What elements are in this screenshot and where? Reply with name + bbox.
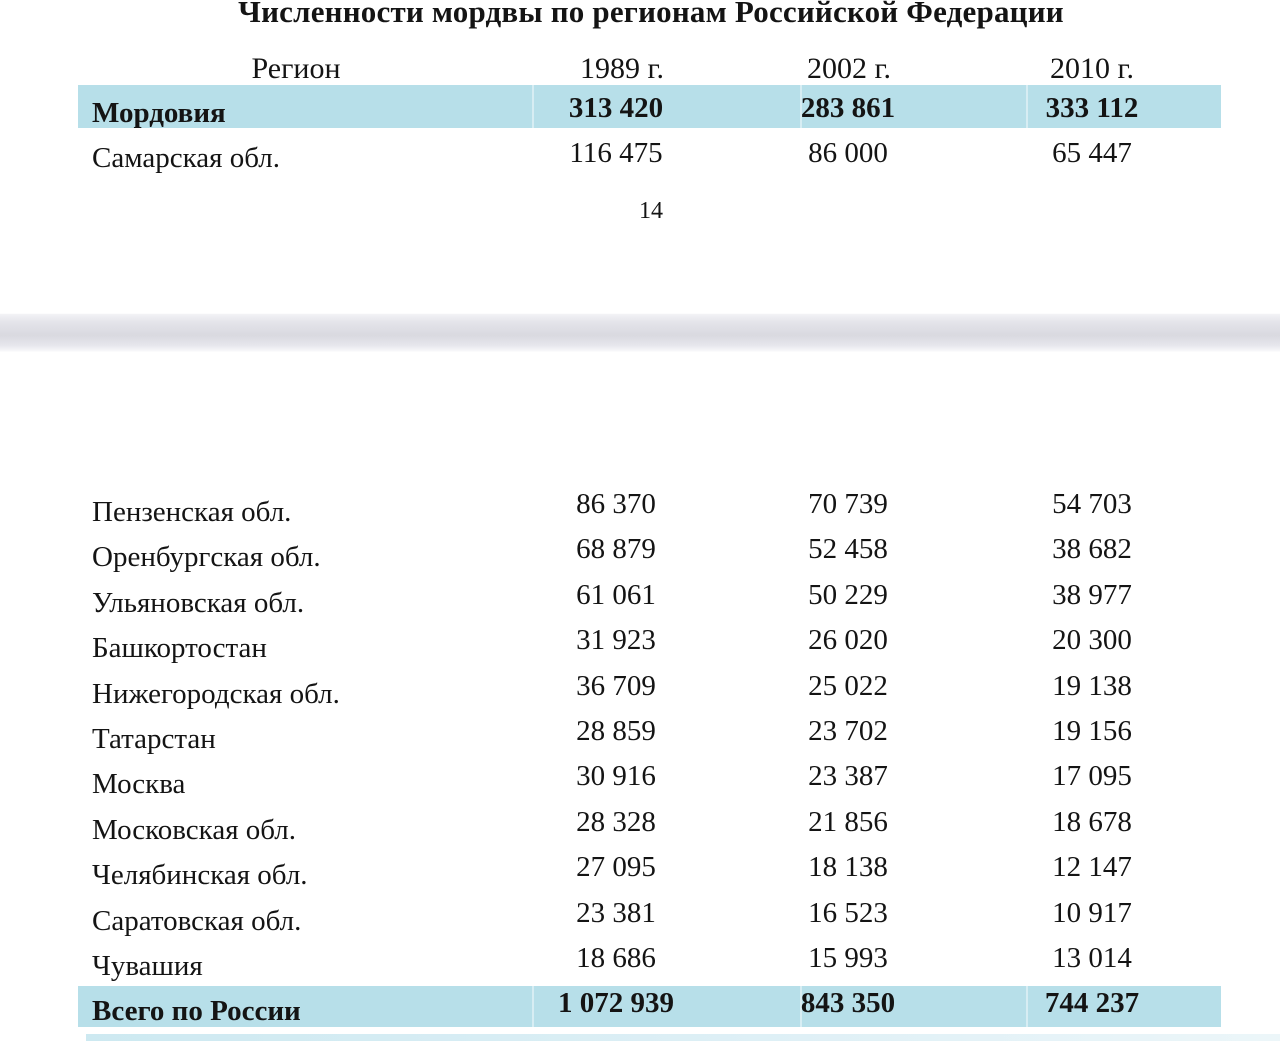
value-cell-1989: 18 686 (576, 942, 656, 974)
column-header-2002: 2002 г. (807, 52, 891, 85)
cell-divider (800, 986, 802, 1027)
value-cell-2002: 26 020 (808, 624, 888, 656)
value-cell-1989: 36 709 (576, 670, 656, 702)
cell-divider (1026, 85, 1028, 128)
value-cell-2010: 19 156 (1052, 715, 1132, 747)
region-cell: Башкортостан (92, 632, 267, 664)
value-cell-2010: 12 147 (1052, 851, 1132, 883)
value-cell-2010: 20 300 (1052, 624, 1132, 656)
next-highlight-row-cutoff (86, 1034, 1280, 1041)
document-title: Численности мордвы по регионам Российско… (238, 0, 1064, 29)
value-cell-2002: 843 350 (800, 987, 896, 1019)
value-cell-2010: 65 447 (1052, 137, 1132, 169)
value-cell-2010: 744 237 (1044, 987, 1140, 1019)
value-cell-2002: 18 138 (808, 851, 888, 883)
value-cell-1989: 30 916 (576, 760, 656, 792)
value-cell-2002: 21 856 (808, 806, 888, 838)
value-cell-2002: 25 022 (808, 670, 888, 702)
column-header-2010: 2010 г. (1050, 52, 1134, 85)
value-cell-2010: 13 014 (1052, 942, 1132, 974)
value-cell-1989: 86 370 (576, 488, 656, 520)
region-cell: Ульяновская обл. (92, 587, 305, 619)
region-cell: Чувашия (92, 950, 203, 982)
value-cell-2010: 38 682 (1052, 533, 1132, 565)
region-cell: Челябинская обл. (92, 859, 308, 891)
region-cell: Московская обл. (92, 814, 297, 846)
value-cell-2002: 50 229 (808, 579, 888, 611)
value-cell-2002: 23 702 (808, 715, 888, 747)
cell-divider (1026, 986, 1028, 1027)
page-number: 14 (639, 198, 663, 224)
value-cell-1989: 1 072 939 (558, 987, 674, 1019)
value-cell-1989: 116 475 (569, 137, 663, 169)
region-cell: Мордовия (92, 97, 226, 129)
region-cell: Самарская обл. (92, 142, 280, 174)
value-cell-1989: 28 859 (576, 715, 656, 747)
value-cell-2002: 15 993 (808, 942, 888, 974)
value-cell-2002: 86 000 (808, 137, 888, 169)
value-cell-1989: 313 420 (568, 92, 664, 124)
value-cell-2002: 70 739 (808, 488, 888, 520)
region-cell: Нижегородская обл. (92, 678, 340, 710)
value-cell-2010: 19 138 (1052, 670, 1132, 702)
value-cell-1989: 27 095 (576, 851, 656, 883)
value-cell-2002: 283 861 (800, 92, 896, 124)
value-cell-1989: 23 381 (576, 897, 656, 929)
value-cell-2010: 333 112 (1045, 92, 1139, 124)
region-cell: Оренбургская обл. (92, 541, 321, 573)
region-cell: Москва (92, 768, 186, 800)
value-cell-2010: 18 678 (1052, 806, 1132, 838)
page-break-gap (0, 313, 1280, 352)
value-cell-2010: 54 703 (1052, 488, 1132, 520)
cell-divider (532, 85, 534, 128)
highlight-row-mordovia (78, 85, 1221, 128)
column-header-region: Регион (251, 52, 341, 85)
value-cell-1989: 28 328 (576, 806, 656, 838)
value-cell-2010: 38 977 (1052, 579, 1132, 611)
region-cell: Саратовская обл. (92, 905, 302, 937)
value-cell-1989: 61 061 (576, 579, 656, 611)
column-header-1989: 1989 г. (580, 52, 664, 85)
region-cell: Пензенская обл. (92, 496, 292, 528)
highlight-row-total (78, 986, 1221, 1027)
value-cell-1989: 68 879 (576, 533, 656, 565)
value-cell-2002: 23 387 (808, 760, 888, 792)
cell-divider (800, 85, 802, 128)
value-cell-2002: 16 523 (808, 897, 888, 929)
value-cell-2010: 17 095 (1052, 760, 1132, 792)
region-cell: Татарстан (92, 723, 216, 755)
cell-divider (532, 986, 534, 1027)
region-cell: Всего по России (92, 995, 301, 1027)
value-cell-2002: 52 458 (808, 533, 888, 565)
value-cell-1989: 31 923 (576, 624, 656, 656)
value-cell-2010: 10 917 (1052, 897, 1132, 929)
